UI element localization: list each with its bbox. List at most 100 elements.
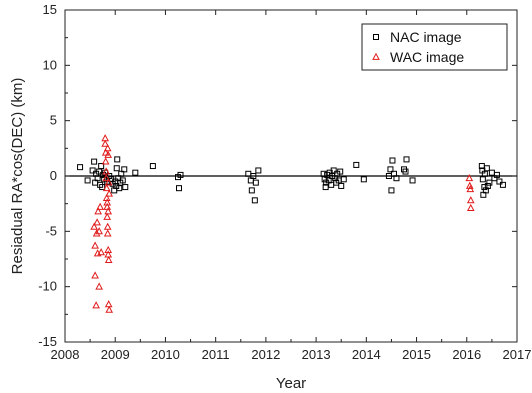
nac-point bbox=[388, 187, 395, 194]
nac-point bbox=[486, 179, 493, 186]
nac-point bbox=[322, 184, 329, 191]
nac-point bbox=[94, 175, 101, 182]
x-tick-label: 2014 bbox=[352, 347, 381, 362]
nac-point bbox=[481, 170, 488, 177]
nac-point bbox=[89, 167, 96, 174]
y-tick-label: 10 bbox=[43, 57, 57, 72]
nac-point bbox=[403, 156, 410, 163]
wac-point bbox=[104, 245, 113, 254]
wac-point bbox=[91, 241, 99, 249]
y-tick-label: -15 bbox=[38, 334, 57, 349]
wac-point bbox=[104, 150, 113, 158]
x-axis-label: Year bbox=[276, 375, 306, 392]
nac-point bbox=[493, 171, 500, 178]
wac-point bbox=[103, 212, 112, 220]
nac-point bbox=[402, 168, 409, 175]
wac-point bbox=[104, 255, 113, 264]
legend-label: WAC image bbox=[390, 49, 464, 65]
nac-point bbox=[149, 163, 156, 170]
wac-point bbox=[105, 305, 114, 313]
nac-point bbox=[119, 177, 126, 184]
legend-square-marker bbox=[373, 34, 379, 40]
legend-triangle-marker bbox=[372, 52, 380, 60]
nac-point bbox=[77, 164, 84, 171]
nac-point bbox=[248, 187, 255, 194]
wac-point bbox=[466, 185, 475, 193]
x-tick-label: 2013 bbox=[302, 347, 331, 362]
x-tick-label: 2012 bbox=[251, 347, 280, 362]
nac-point bbox=[121, 166, 128, 173]
nac-point bbox=[330, 167, 337, 174]
nac-point bbox=[96, 168, 103, 175]
x-tick-label: 2010 bbox=[151, 347, 180, 362]
legend-label: NAC image bbox=[390, 29, 462, 45]
wac-point bbox=[103, 198, 112, 206]
wac-point bbox=[102, 173, 111, 182]
nac-point bbox=[91, 158, 98, 165]
wac-point bbox=[102, 183, 111, 192]
legend: NAC image WAC image bbox=[361, 23, 508, 71]
wac-point bbox=[103, 222, 112, 230]
nac-point bbox=[483, 165, 490, 172]
nac-point bbox=[337, 168, 344, 175]
y-tick-label: -10 bbox=[38, 279, 57, 294]
wac-point bbox=[92, 229, 101, 237]
wac-point bbox=[92, 301, 100, 309]
y-tick-label: 0 bbox=[50, 168, 57, 183]
nac-point bbox=[340, 176, 347, 183]
nac-point bbox=[389, 157, 396, 164]
y-tick-label: 15 bbox=[43, 2, 57, 17]
wac-point bbox=[103, 229, 112, 237]
nac-point bbox=[409, 177, 416, 184]
y-tick-label: 5 bbox=[50, 113, 57, 128]
y-tick-label: -5 bbox=[45, 223, 57, 238]
data-points bbox=[77, 134, 506, 313]
wac-point bbox=[104, 300, 113, 308]
wac-point bbox=[90, 222, 98, 230]
nac-point bbox=[496, 178, 503, 185]
axis-ticks: 2008 2009 2010 2011 2012 2013 2014 2015 2016 2017… bbox=[38, 2, 531, 362]
wac-point bbox=[101, 157, 110, 165]
wac-point bbox=[104, 207, 113, 215]
nac-point bbox=[118, 170, 125, 177]
nac-point bbox=[393, 175, 400, 182]
nac-point bbox=[98, 163, 105, 170]
wac-point bbox=[94, 207, 102, 215]
wac-point bbox=[97, 248, 105, 256]
nac-point bbox=[250, 173, 257, 179]
nac-point bbox=[387, 166, 394, 173]
nac-point bbox=[177, 171, 184, 178]
nac-point bbox=[353, 161, 360, 168]
nac-point bbox=[252, 179, 259, 186]
series-nac bbox=[77, 156, 506, 204]
nac-point bbox=[122, 184, 129, 191]
wac-point bbox=[102, 167, 111, 175]
wac-point bbox=[93, 218, 101, 226]
x-tick-label: 2017 bbox=[503, 347, 532, 362]
wac-point bbox=[95, 282, 103, 290]
nac-point bbox=[176, 185, 183, 192]
nac-point bbox=[99, 184, 106, 191]
wac-point bbox=[95, 227, 103, 235]
legend-box bbox=[361, 23, 508, 71]
x-tick-label: 2011 bbox=[202, 347, 230, 362]
wac-point bbox=[465, 173, 474, 182]
wac-point bbox=[105, 189, 114, 197]
wac-point bbox=[101, 148, 110, 156]
wac-point bbox=[466, 203, 475, 211]
wac-point bbox=[466, 196, 475, 204]
nac-point bbox=[116, 185, 123, 192]
x-tick-label: 2009 bbox=[101, 347, 130, 362]
nac-point bbox=[484, 182, 491, 189]
nac-point bbox=[360, 176, 367, 183]
wac-point bbox=[101, 139, 110, 147]
wac-point bbox=[465, 181, 474, 189]
series-wac bbox=[90, 134, 475, 313]
nac-point bbox=[499, 181, 506, 188]
wac-point bbox=[103, 144, 112, 152]
nac-point bbox=[338, 182, 345, 189]
nac-point bbox=[320, 170, 327, 177]
wac-point bbox=[104, 178, 113, 186]
nac-point bbox=[255, 167, 262, 174]
